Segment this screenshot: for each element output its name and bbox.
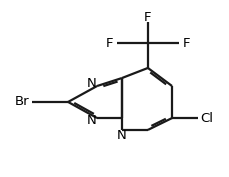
Text: F: F [105, 36, 113, 50]
Text: F: F [182, 36, 189, 50]
Text: Cl: Cl [199, 112, 212, 125]
Text: N: N [86, 114, 96, 127]
Text: F: F [144, 11, 151, 24]
Text: Br: Br [15, 95, 30, 109]
Text: N: N [117, 129, 126, 142]
Text: N: N [86, 77, 96, 90]
